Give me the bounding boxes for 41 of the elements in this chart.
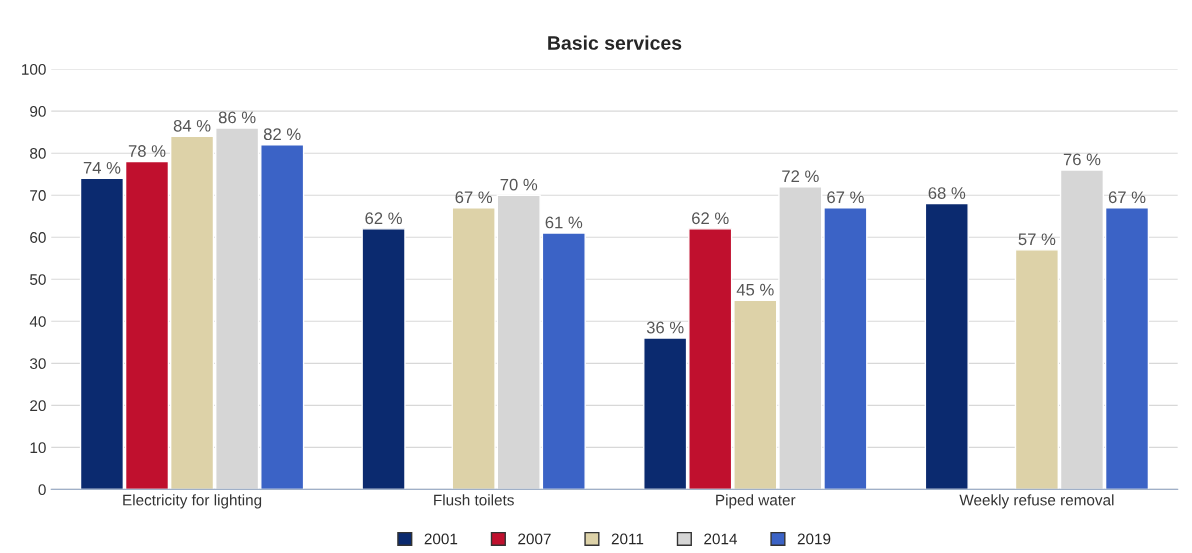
legend-label: 2007 [518, 533, 551, 545]
y-tick-label: 90 [30, 106, 46, 117]
legend-label: 2014 [704, 533, 738, 545]
data-label: 67 % [455, 191, 493, 204]
data-label: 76 % [1063, 153, 1101, 166]
data-label: 61 % [545, 216, 583, 229]
data-label: 86 % [218, 111, 256, 124]
data-label: 74 % [83, 161, 121, 174]
data-label: 82 % [263, 128, 301, 141]
data-label: 62 % [365, 212, 402, 225]
data-label: 68 % [928, 187, 966, 199]
legend-label: 2011 [611, 533, 644, 545]
bar [361, 228, 406, 490]
y-tick-label: 70 [30, 190, 46, 201]
legend-label: 2019 [797, 533, 831, 545]
data-label: 57 % [1018, 233, 1056, 246]
y-tick-label: 0 [38, 484, 46, 496]
data-label: 72 % [782, 170, 819, 183]
data-label: 67 % [1108, 191, 1146, 204]
data-label: 84 % [173, 119, 211, 132]
data-label: 70 % [500, 178, 538, 191]
x-tick-label: Piped water [716, 494, 796, 509]
x-tick-label: Electricity for lighting [123, 494, 262, 509]
y-tick-label: 10 [30, 442, 46, 454]
x-tick-label: Flush toilets [434, 494, 514, 506]
data-label: 36 % [646, 321, 684, 334]
data-label: 78 % [128, 145, 166, 157]
y-tick-label: 100 [22, 63, 46, 75]
y-tick-label: 40 [29, 316, 46, 327]
data-label: 67 % [827, 191, 864, 204]
y-tick-label: 80 [30, 148, 46, 159]
legend-label: 2001 [424, 533, 458, 545]
y-tick-label: 20 [30, 400, 46, 412]
y-tick-label: 50 [30, 274, 46, 285]
data-label: 45 % [736, 283, 774, 296]
y-tick-label: 60 [30, 232, 46, 243]
x-tick-label: Weekly refuse removal [959, 494, 1114, 509]
y-tick-label: 30 [29, 358, 46, 370]
bar [924, 202, 969, 490]
data-label: 62 % [692, 212, 729, 225]
chart-title: Basic services [548, 35, 682, 50]
